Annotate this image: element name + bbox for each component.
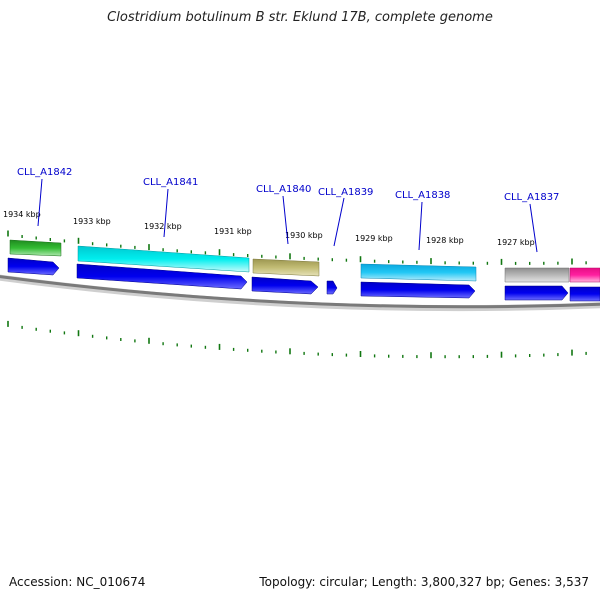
inner-ruler-ticks <box>7 320 587 359</box>
cds-arrow-unlabeled[interactable] <box>569 286 600 302</box>
cds-arrow-cll-a1842[interactable] <box>7 257 60 276</box>
gene-label-cll-a1839[interactable]: CLL_A1839 <box>318 187 373 198</box>
ruler-label-1931: 1931 kbp <box>214 227 252 236</box>
outer-ruler-ticks <box>7 230 587 265</box>
ruler-label-1933: 1933 kbp <box>73 217 111 226</box>
cds-arrow-cll-a1839[interactable] <box>326 280 338 295</box>
map-title: Clostridium botulinum B str. Eklund 17B,… <box>107 10 493 25</box>
ruler-label-1930: 1930 kbp <box>285 231 323 240</box>
ruler-label-1934: 1934 kbp <box>3 210 41 219</box>
genome-summary-text: Topology: circular; Length: 3,800,327 bp… <box>259 575 589 589</box>
backbone <box>0 275 600 309</box>
gene-leader-cll-a1841 <box>163 188 169 238</box>
gene-leader-cll-a1838 <box>418 201 423 251</box>
gene-leader-cll-a1840 <box>282 195 289 245</box>
gene-label-cll-a1842[interactable]: CLL_A1842 <box>17 167 72 178</box>
gene-bar-cll-a1838[interactable] <box>360 263 477 282</box>
gene-bar-cll-a1837[interactable] <box>504 267 570 283</box>
ruler-label-1928: 1928 kbp <box>426 236 464 245</box>
gene-leader-cll-a1837 <box>529 203 538 253</box>
cds-arrow-cll-a1841[interactable] <box>76 263 248 290</box>
cds-arrow-cll-a1840[interactable] <box>251 276 319 295</box>
gene-label-cll-a1841[interactable]: CLL_A1841 <box>143 177 198 188</box>
gene-bar-cll-a1842[interactable] <box>9 239 62 257</box>
gene-leader-cll-a1842 <box>37 178 43 227</box>
ruler-label-1927: 1927 kbp <box>497 238 535 247</box>
accession-text: Accession: NC_010674 <box>9 575 146 589</box>
gene-label-cll-a1840[interactable]: CLL_A1840 <box>256 184 311 195</box>
cds-arrow-cll-a1837[interactable] <box>504 285 569 301</box>
ruler-label-1932: 1932 kbp <box>144 222 182 231</box>
gene-label-cll-a1838[interactable]: CLL_A1838 <box>395 190 450 201</box>
gene-bar-cll-a1840[interactable] <box>252 258 320 277</box>
gene-label-cll-a1837[interactable]: CLL_A1837 <box>504 192 559 203</box>
ruler-label-1929: 1929 kbp <box>355 234 393 243</box>
cds-arrow-cll-a1838[interactable] <box>360 281 476 299</box>
gene-leader-cll-a1839 <box>333 197 345 247</box>
gene-bar-cll-a1841[interactable] <box>77 245 250 273</box>
gene-bar-unlabeled[interactable] <box>569 267 600 283</box>
